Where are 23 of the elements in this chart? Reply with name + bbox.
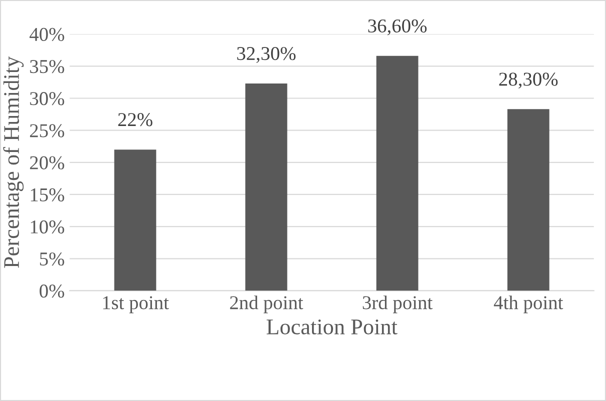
y-tick-label: 35% <box>30 60 64 74</box>
y-tick-label: 40% <box>30 28 64 42</box>
y-tick-label: 0% <box>40 284 64 298</box>
data-label: 22% <box>118 113 152 126</box>
data-label: 36,60% <box>368 19 427 36</box>
bar <box>376 56 418 291</box>
bar <box>114 150 156 291</box>
y-tick-label: 5% <box>40 252 64 266</box>
y-tick-label: 20% <box>30 156 64 170</box>
y-tick-label: 10% <box>30 220 64 234</box>
x-tick-label: 4th point <box>494 296 564 314</box>
x-tick-label: 2nd point <box>230 296 304 314</box>
data-label: 28,30% <box>499 72 558 89</box>
x-tick-label: 1st point <box>103 296 169 314</box>
y-tick-label: 30% <box>30 92 64 106</box>
bar <box>507 109 550 291</box>
y-tick-label: 25% <box>30 124 64 138</box>
bar <box>245 83 288 291</box>
x-tick-label: 3rd point <box>362 296 433 314</box>
x-axis-title: Location Point <box>266 319 398 334</box>
data-label: 32,30% <box>237 46 296 63</box>
y-tick-label: 15% <box>30 188 64 202</box>
y-axis-title: Percentage of Humidity <box>3 56 24 268</box>
